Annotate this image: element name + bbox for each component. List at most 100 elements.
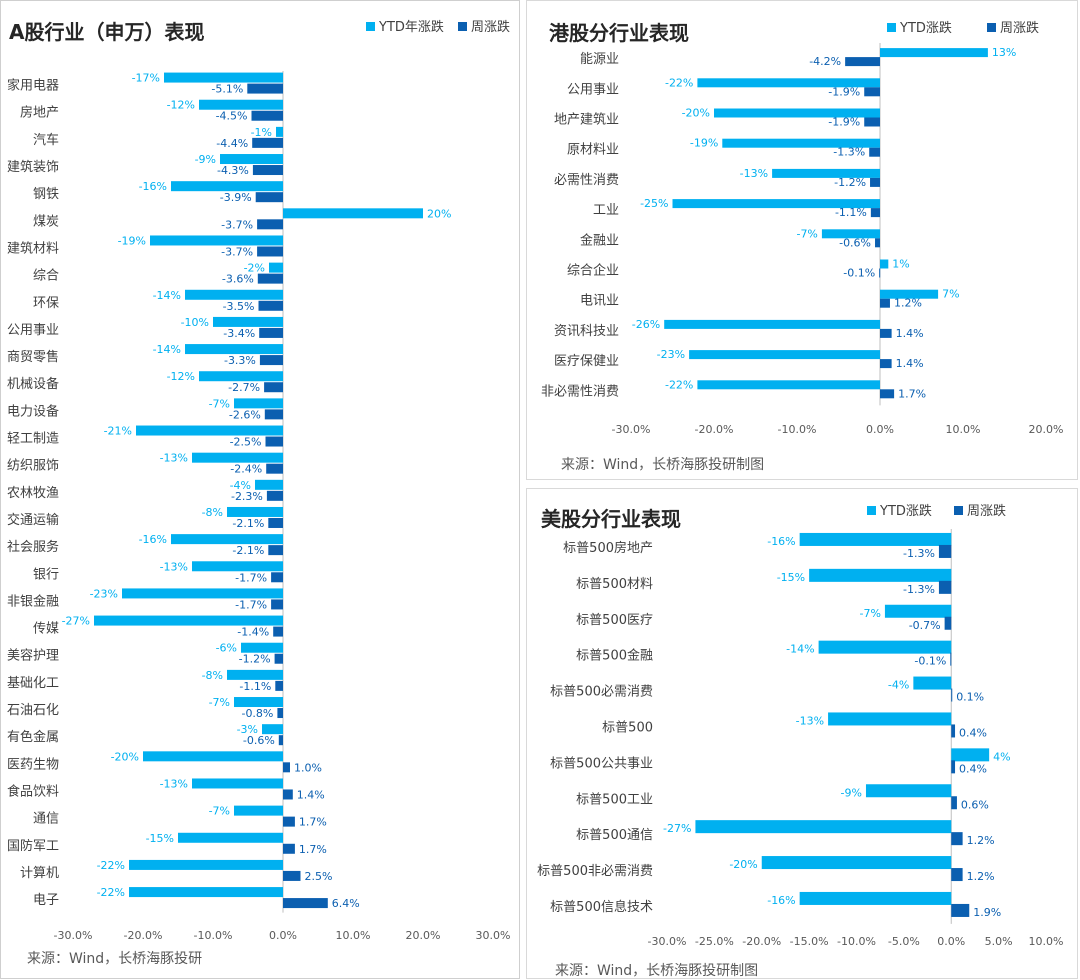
a-week-data-label: -0.8%	[241, 707, 273, 720]
a-week-bar	[252, 137, 283, 148]
us-category-label: 标普500金融	[576, 648, 653, 664]
hk-week-data-label: -4.2%	[809, 55, 841, 68]
us-category-label: 标普500房地产	[563, 540, 653, 556]
hk-category-label: 公用事业	[567, 82, 619, 97]
a-category-label: 交通运输	[7, 512, 59, 528]
a-week-data-label: -2.6%	[229, 408, 261, 421]
a-category-label: 建筑装饰	[7, 159, 59, 175]
us-ytd-bar	[884, 604, 952, 618]
a-ytd-bar	[143, 751, 283, 762]
a-category-label: 钢铁	[33, 187, 59, 202]
a-ytd-bar	[122, 588, 283, 599]
a-ytd-data-label: -13%	[160, 452, 188, 465]
a-category-label: 纺织服饰	[7, 459, 59, 474]
us-x-tick: 5.0%	[985, 935, 1013, 948]
hk-week-bar	[869, 147, 880, 157]
us-ytd-bar	[695, 820, 952, 834]
a-x-tick: -20.0%	[124, 929, 163, 942]
a-ytd-bar	[227, 669, 283, 680]
hk-x-tick: -10.0%	[778, 423, 817, 436]
a-week-data-label: -2.5%	[230, 436, 262, 449]
a-ytd-bar	[199, 99, 283, 110]
a-week-bar	[283, 898, 328, 909]
a-category-label: 家用电器	[7, 78, 59, 94]
us-week-data-label: -1.3%	[903, 583, 935, 596]
us-x-tick: -25.0%	[695, 935, 734, 948]
hk-week-bar	[864, 87, 880, 97]
a-ytd-bar	[276, 126, 283, 137]
hk-ytd-data-label: -13%	[740, 167, 768, 180]
a-week-bar	[266, 463, 283, 474]
a-week-data-label: -3.4%	[223, 327, 255, 340]
hk-ytd-bar	[689, 350, 880, 360]
us-week-data-label: 0.4%	[959, 762, 987, 775]
a-ytd-data-label: -2%	[244, 262, 265, 275]
a-ytd-data-label: -13%	[160, 777, 188, 790]
us-week-bar	[950, 652, 952, 666]
a-week-data-label: -2.7%	[228, 381, 260, 394]
a-ytd-data-label: -19%	[118, 234, 146, 247]
a-week-bar	[257, 273, 283, 284]
a-ytd-bar	[192, 452, 283, 463]
us-week-bar	[951, 724, 956, 738]
a-ytd-data-label: -10%	[181, 316, 209, 329]
a-share-chart-panel: A股行业（申万）表现 YTD年涨跌 周涨跌 -30.0% -20.0% -10.0% 0.0…	[0, 0, 520, 979]
a-category-label: 有色金属	[7, 729, 59, 745]
a-ytd-bar	[192, 778, 283, 789]
a-ytd-data-label: -6%	[216, 642, 237, 655]
us-chart: 美股分行业表现 YTD涨跌 周涨跌-30.0% -25.0% -20.0% -15.0% -…	[537, 503, 1063, 979]
a-week-bar	[264, 382, 283, 393]
a-week-bar	[258, 300, 283, 311]
a-category-label: 石油石化	[7, 703, 59, 718]
us-ytd-bar	[799, 891, 952, 905]
a-source-note: 来源：Wind，长桥海豚投研	[27, 951, 202, 967]
us-week-bar	[951, 832, 963, 846]
a-week-bar	[283, 843, 295, 854]
a-ytd-data-label: -9%	[195, 153, 216, 166]
hk-ytd-data-label: -19%	[690, 137, 718, 150]
a-week-bar	[283, 762, 290, 773]
us-week-bar	[951, 903, 970, 917]
us-week-data-label: 1.2%	[967, 834, 995, 847]
a-week-data-label: -3.6%	[222, 273, 254, 286]
us-week-data-label: 0.4%	[959, 726, 987, 739]
a-week-data-label: -5.1%	[211, 83, 243, 96]
hk-week-bar	[880, 328, 892, 338]
a-ytd-bar	[213, 316, 283, 327]
us-ytd-bar	[828, 712, 952, 726]
hk-week-bar	[870, 177, 880, 187]
a-ytd-data-label: -15%	[146, 832, 174, 845]
a-week-bar	[278, 735, 283, 746]
a-ytd-data-label: -7%	[209, 397, 230, 410]
a-week-bar	[259, 355, 283, 366]
a-category-label: 机械设备	[7, 376, 59, 392]
hk-x-tick: 20.0%	[1029, 423, 1064, 436]
hk-category-label: 综合企业	[567, 263, 619, 279]
us-category-label: 标普500公共事业	[550, 756, 653, 771]
a-ytd-data-label: -12%	[167, 370, 195, 383]
hk-week-data-label: -1.1%	[835, 206, 867, 219]
hk-ytd-bar	[722, 138, 880, 148]
a-week-data-label: -2.4%	[230, 463, 262, 476]
us-week-data-label: 1.2%	[967, 870, 995, 883]
a-week-bar	[257, 219, 283, 230]
a-ytd-bar	[283, 208, 423, 219]
us-legend-week-swatch	[954, 506, 963, 515]
us-ytd-data-label: -20%	[729, 858, 757, 871]
a-category-label: 通信	[33, 812, 59, 827]
us-week-bar	[951, 760, 956, 774]
us-week-bar	[951, 688, 953, 702]
a-ytd-bar	[220, 154, 283, 165]
us-ytd-data-label: -7%	[860, 607, 881, 620]
us-week-bar	[938, 544, 952, 558]
us-week-data-label: -0.7%	[909, 619, 941, 632]
hk-legend-week-label: 周涨跌	[1000, 20, 1039, 36]
us-week-data-label: 1.9%	[973, 906, 1001, 919]
hk-category-label: 金融业	[580, 232, 619, 248]
us-ytd-bar	[799, 532, 952, 546]
hk-week-data-label: -1.2%	[834, 176, 866, 189]
a-week-bar	[277, 708, 283, 719]
a-week-bar	[283, 816, 295, 827]
hk-x-tick: -30.0%	[612, 423, 651, 436]
hk-ytd-data-label: -7%	[796, 227, 817, 240]
